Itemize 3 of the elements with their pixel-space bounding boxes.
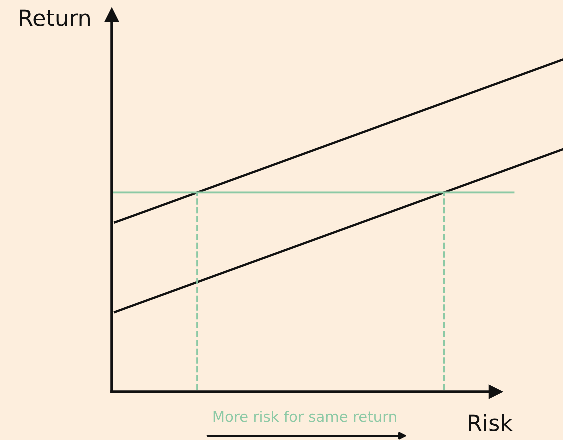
y-axis-title: Return [20, 10, 90, 26]
x-axis-title: Risk [469, 414, 513, 432]
text: More risk for same return [214, 410, 396, 422]
